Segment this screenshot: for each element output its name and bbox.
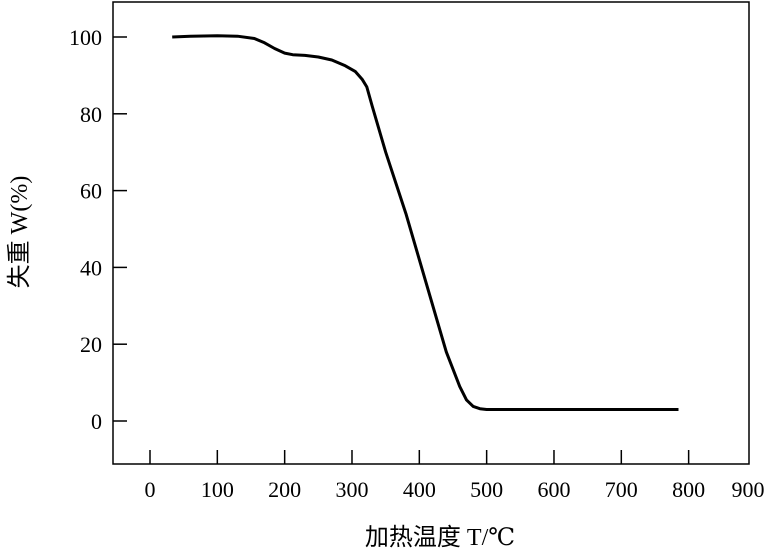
x-tick-label: 700 xyxy=(605,477,638,502)
plot-frame xyxy=(112,1,750,465)
x-tick-label: 400 xyxy=(403,477,436,502)
x-tick-label: 200 xyxy=(268,477,301,502)
y-tick-label: 80 xyxy=(80,102,102,127)
y-tick-label: 60 xyxy=(80,179,102,204)
x-tick-label: 900 xyxy=(732,477,765,502)
y-tick-label: 40 xyxy=(80,255,102,280)
y-tick-label: 0 xyxy=(91,409,102,434)
y-tick-label: 20 xyxy=(80,332,102,357)
x-tick-label: 800 xyxy=(672,477,705,502)
x-tick-label: 100 xyxy=(201,477,234,502)
x-axis-label: 加热温度 T/℃ xyxy=(365,524,515,551)
x-tick-label: 0 xyxy=(145,477,156,502)
x-tick-label: 300 xyxy=(335,477,368,502)
y-axis-label: 失重 W(%) xyxy=(6,176,33,289)
y-tick-label: 100 xyxy=(69,25,102,50)
x-tick-label: 600 xyxy=(537,477,570,502)
x-tick-label: 500 xyxy=(470,477,503,502)
series-line xyxy=(172,34,679,411)
